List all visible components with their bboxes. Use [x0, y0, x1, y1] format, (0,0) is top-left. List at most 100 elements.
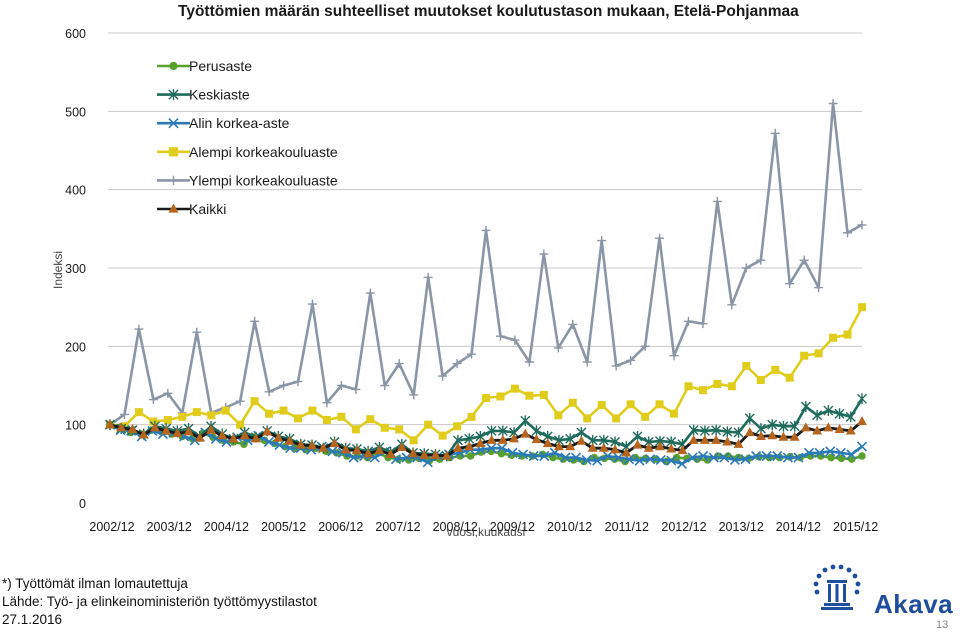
data-point: [845, 411, 856, 423]
data-point: [843, 228, 853, 238]
data-point: [722, 426, 733, 438]
data-point: [789, 420, 800, 432]
data-point: [698, 386, 707, 395]
data-point: [168, 203, 179, 213]
series-5: [105, 416, 867, 460]
data-point: [318, 442, 329, 452]
data-point: [708, 452, 719, 463]
data-point: [722, 436, 733, 446]
data-point: [250, 433, 261, 443]
legend: Perusaste Keskiaste Alin korkea-aste Alempi…: [157, 58, 338, 217]
data-point: [698, 450, 709, 462]
data-point: [770, 128, 780, 138]
data-point: [307, 299, 317, 309]
data-point: [525, 391, 534, 400]
data-point: [568, 398, 577, 407]
data-point: [845, 425, 856, 435]
gridlines: [108, 32, 862, 426]
data-point: [194, 432, 205, 442]
data-point: [262, 426, 273, 436]
data-point: [856, 441, 868, 452]
data-point: [814, 349, 823, 358]
data-point: [273, 432, 284, 442]
data-point: [683, 316, 693, 326]
data-point: [363, 448, 374, 458]
x-tick-label: 2014/12: [776, 520, 821, 534]
data-point: [524, 357, 534, 367]
data-point: [183, 426, 194, 436]
y-tick-label: 600: [65, 27, 86, 41]
data-point: [539, 390, 548, 399]
legend-item: Alempi korkeakouluaste: [157, 144, 338, 160]
data-point: [621, 447, 632, 457]
data-point: [789, 431, 800, 441]
data-point: [655, 454, 666, 465]
data-point: [829, 333, 838, 342]
data-point: [161, 425, 172, 435]
data-point: [105, 419, 115, 429]
data-point: [497, 449, 506, 458]
data-point: [688, 424, 699, 436]
series-lines: [104, 99, 868, 469]
legend-label: Kaikki: [189, 201, 226, 217]
data-point: [761, 450, 772, 462]
data-point: [542, 438, 553, 448]
data-point: [858, 452, 866, 460]
data-point: [250, 316, 260, 326]
data-point: [655, 400, 664, 409]
data-point: [279, 406, 288, 415]
data-point: [228, 433, 239, 443]
data-point: [719, 452, 730, 463]
data-point: [351, 445, 362, 455]
data-point: [337, 412, 346, 421]
data-point: [597, 236, 607, 246]
series-4: [105, 99, 867, 430]
data-point: [295, 439, 306, 449]
data-point: [422, 457, 433, 468]
data-point: [419, 449, 430, 459]
data-point: [655, 441, 665, 451]
y-tick-label: 300: [65, 262, 86, 276]
y-tick-label: 0: [79, 497, 86, 511]
data-point: [395, 425, 404, 434]
data-point: [843, 330, 852, 339]
data-point: [751, 450, 762, 462]
data-point: [520, 415, 531, 427]
x-tick-label: 2011/12: [605, 520, 649, 534]
data-point: [634, 455, 645, 466]
data-point: [539, 249, 549, 259]
data-point: [857, 220, 867, 230]
data-point: [582, 357, 592, 367]
data-point: [565, 441, 576, 451]
data-point: [799, 255, 809, 265]
x-axis-label: vuosi,kuukausi: [447, 525, 526, 539]
data-point: [814, 447, 825, 458]
data-point: [236, 420, 245, 429]
data-point: [699, 425, 710, 437]
data-point: [327, 446, 338, 457]
data-point: [610, 444, 621, 454]
data-point: [666, 455, 677, 466]
data-point: [518, 449, 529, 460]
data-point: [438, 371, 448, 381]
data-point: [846, 449, 857, 460]
data-point: [365, 288, 375, 298]
y-tick-label: 400: [65, 184, 86, 198]
data-point: [711, 434, 722, 444]
data-point: [570, 452, 582, 463]
data-point: [553, 343, 563, 353]
x-tick-labels: 2002/12 2003/12 2004/12 2005/12 2006/12 2007/…: [89, 520, 878, 534]
data-point: [127, 423, 138, 433]
data-point: [464, 441, 475, 451]
data-point: [366, 415, 375, 424]
data-point: [396, 441, 407, 451]
data-point: [793, 452, 804, 463]
data-point: [217, 430, 228, 440]
data-point: [284, 443, 296, 454]
data-point: [742, 361, 751, 370]
data-point: [394, 359, 404, 369]
series-2: [104, 419, 868, 469]
data-point: [221, 406, 230, 415]
data-point: [528, 450, 539, 462]
data-point: [560, 452, 571, 463]
